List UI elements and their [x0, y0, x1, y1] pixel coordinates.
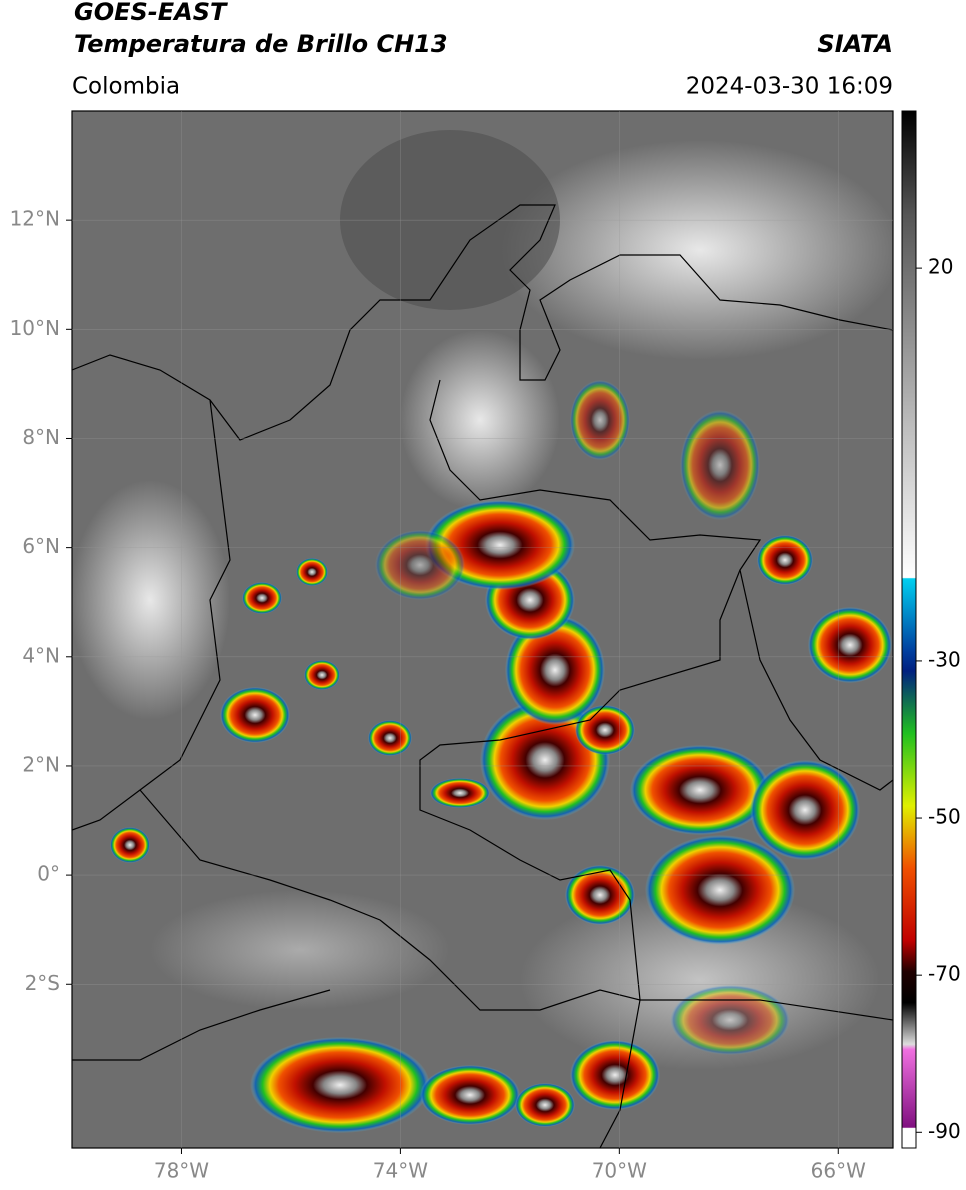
y-tick-label: 6°N	[22, 534, 60, 558]
y-tick-label: 12°N	[10, 207, 60, 231]
datetime: 2024-03-30 16:09	[686, 74, 893, 100]
y-tick-label: 10°N	[10, 316, 60, 340]
y-tick-label: 0°	[37, 862, 60, 886]
x-tick-label: 74°W	[373, 1159, 428, 1183]
source: SIATA	[817, 30, 893, 58]
colorbar-tick-label: -90	[928, 1119, 961, 1143]
colorbar	[901, 110, 917, 1149]
colorbar-tick-label: -70	[928, 962, 961, 986]
colorbar-tick-label: -50	[928, 805, 961, 829]
x-tick-label: 78°W	[154, 1159, 209, 1183]
region: Colombia	[72, 74, 180, 100]
map-frame	[71, 110, 894, 1149]
satellite: GOES-EAST	[74, 0, 228, 26]
colorbar-tick-label: -30	[928, 647, 961, 671]
imagery	[72, 111, 893, 1148]
y-tick-label: 2°N	[22, 752, 60, 776]
colorbar-tick-label: 20	[928, 255, 953, 279]
y-tick-label: 4°N	[22, 643, 60, 667]
x-tick-label: 66°W	[811, 1159, 866, 1183]
x-tick-label: 70°W	[592, 1159, 647, 1183]
title: Temperatura de Brillo CH13	[74, 30, 448, 58]
y-tick-label: 2°S	[25, 971, 60, 995]
y-tick-label: 8°N	[22, 425, 60, 449]
